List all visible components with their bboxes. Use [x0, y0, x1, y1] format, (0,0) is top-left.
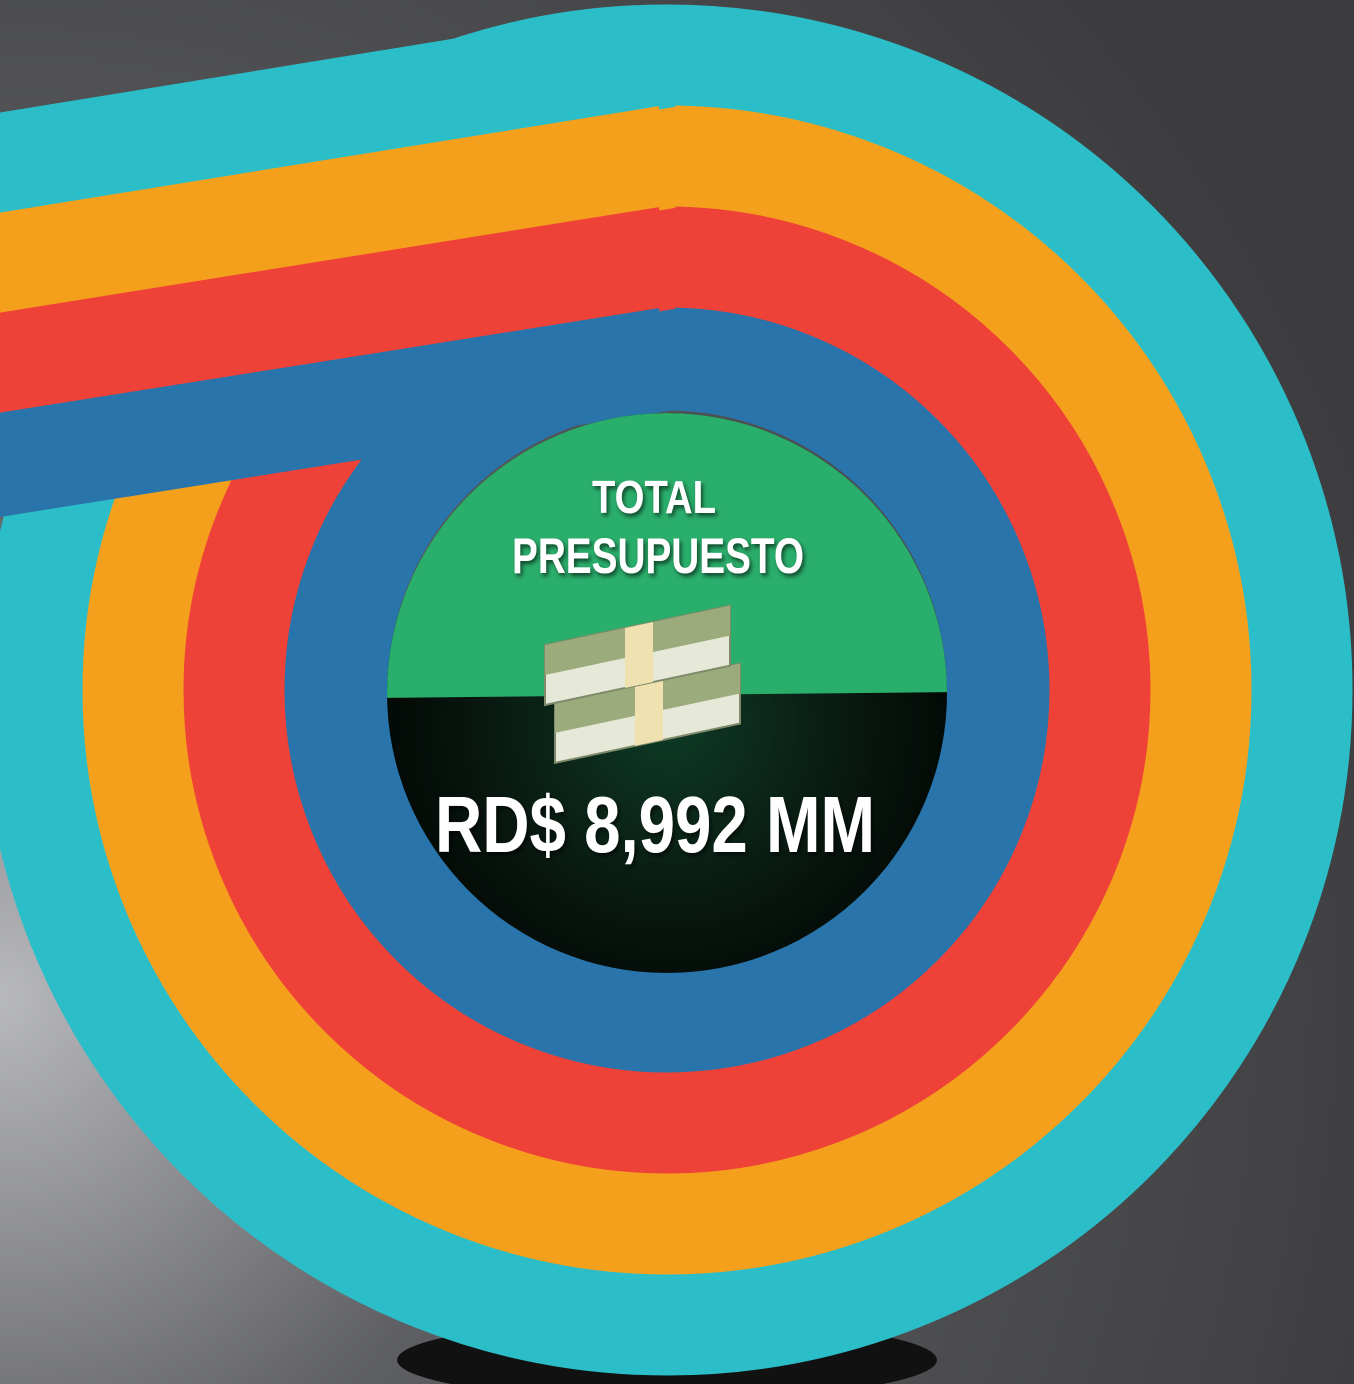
- stripes: [0, 56, 667, 468]
- title-line: TOTAL: [592, 471, 716, 523]
- amount: RD$ 8,992 MM: [435, 780, 875, 869]
- infographic: TOTAL PRESUPUESTO RD$ 8,992 MM: [0, 0, 1354, 1384]
- page: TOTAL PRESUPUESTO RD$ 8,992 MM (() => { …: [0, 0, 1354, 1384]
- title-line: PRESUPUESTO: [512, 528, 804, 584]
